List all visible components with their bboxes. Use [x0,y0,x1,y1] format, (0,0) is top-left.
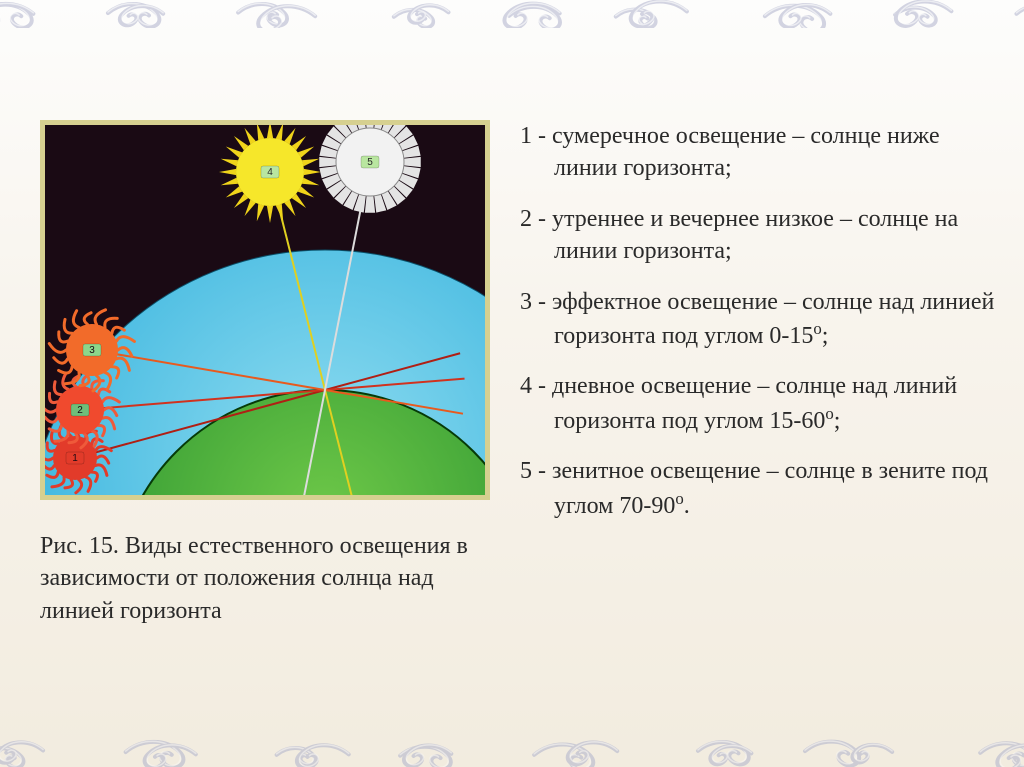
legend-item-4: 4 - дневное освещение – солнце над линий… [520,370,1004,437]
legend-item-2: 2 - утреннее и вечернее низкое – солнце … [520,203,1004,268]
decorative-border-top [0,0,1024,28]
content-area: 1 2 3 4 5 Рис. 15. Виды естественного освеще… [40,120,1004,697]
legend-item-5: 5 - зенитное освещение – солнце в зените… [520,455,1004,522]
sun-label-4: 4 [267,167,273,178]
legend-list: 1 - сумеречное освещение – солнце ниже л… [520,120,1004,522]
right-column: 1 - сумеречное освещение – солнце ниже л… [520,120,1004,697]
slide-page: 1 2 3 4 5 Рис. 15. Виды естественного освеще… [0,0,1024,767]
legend-item-3: 3 - эффектное освещение – солнце над лин… [520,286,1004,353]
sun-label-3: 3 [89,345,95,356]
figure-caption: Рис. 15. Виды естественного освещения в … [40,530,490,627]
sun-label-2: 2 [77,405,83,416]
sun-label-5: 5 [367,157,373,168]
sun-positions-diagram: 1 2 3 4 5 [40,120,490,500]
sun-label-1: 1 [72,453,78,464]
decorative-border-bottom [0,739,1024,767]
legend-item-1: 1 - сумеречное освещение – солнце ниже л… [520,120,1004,185]
sun-4: 4 [219,121,321,223]
left-column: 1 2 3 4 5 Рис. 15. Виды естественного освеще… [40,120,490,697]
